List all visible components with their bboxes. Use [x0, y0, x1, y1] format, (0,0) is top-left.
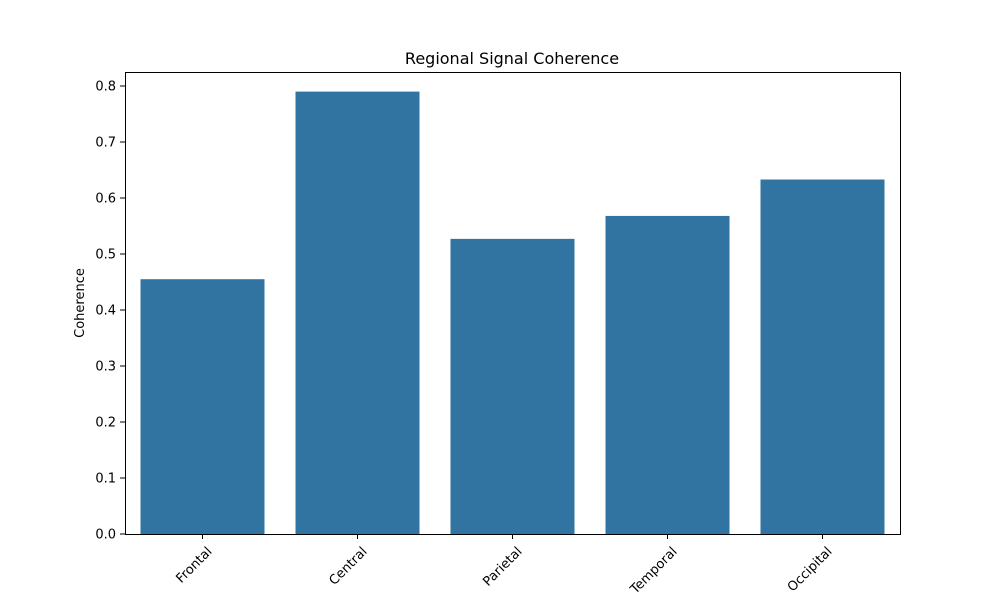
y-tick-label: 0.8	[95, 80, 116, 95]
y-tick-label: 0.5	[95, 248, 116, 263]
plot-frame	[125, 72, 901, 535]
bars-group	[140, 91, 885, 535]
y-tick-label: 0.2	[95, 416, 116, 431]
bar-frontal	[140, 279, 265, 534]
x-ticks-group: Frontal Central Parietal Temporal Occipital	[173, 534, 836, 598]
y-tick-label: 0.6	[95, 192, 116, 207]
x-tick-label: Central	[326, 544, 370, 588]
bar-temporal	[605, 215, 730, 535]
chart-title: Regional Signal Coherence	[405, 49, 619, 68]
x-tick-label: Temporal	[627, 544, 680, 597]
x-tick-label: Frontal	[173, 544, 215, 586]
y-tick-label: 0.0	[95, 528, 116, 543]
y-tick-label: 0.7	[95, 136, 116, 151]
y-tick-label: 0.3	[95, 360, 116, 375]
x-tick-label: Occipital	[785, 544, 836, 595]
y-ticks-group: 0.0 0.1 0.2 0.3 0.4 0.5 0.6 0.7 0.8	[95, 80, 125, 543]
y-tick-label: 0.1	[95, 472, 116, 487]
y-tick-label: 0.4	[95, 304, 116, 319]
bar-occipital	[760, 179, 885, 534]
bar-central	[295, 91, 420, 534]
bar-parietal	[450, 238, 575, 534]
x-tick-label: Parietal	[480, 544, 525, 589]
y-axis-label: Coherence	[73, 268, 88, 338]
